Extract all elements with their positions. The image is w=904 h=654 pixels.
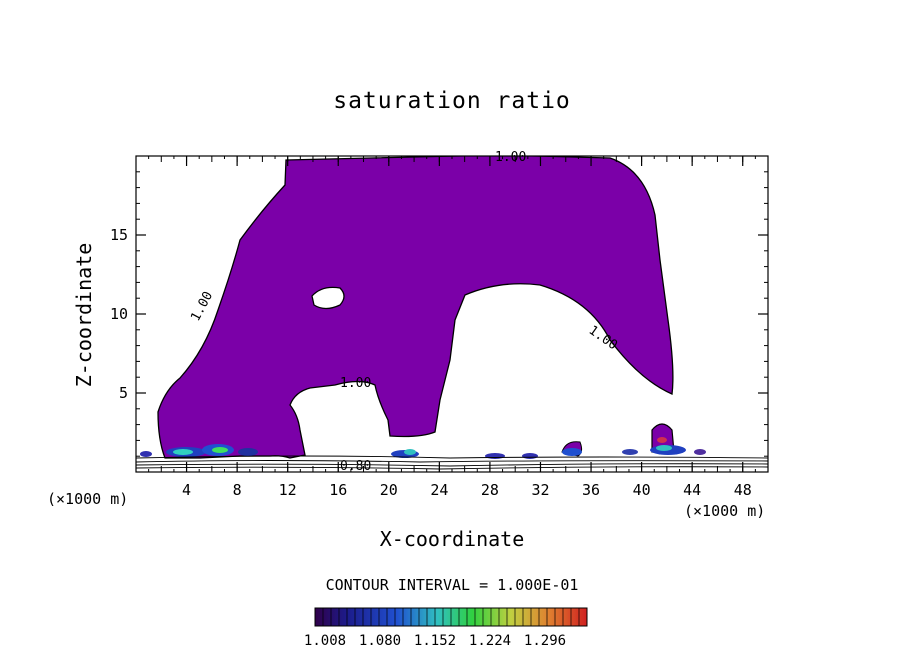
x-tick-label: 44 <box>683 481 701 499</box>
contour-label: 1.00 <box>495 150 526 165</box>
chart-title: saturation ratio <box>333 88 571 114</box>
contour-label: 0.80 <box>340 459 371 474</box>
colorbar-label: 1.152 <box>414 633 456 649</box>
surface-contours <box>136 455 768 470</box>
y-tick-label: 10 <box>110 305 128 323</box>
contour-region <box>136 156 768 470</box>
x-tick-label: 8 <box>233 481 242 499</box>
colorbar-label: 1.224 <box>469 633 511 649</box>
colorbar-label: 1.008 <box>304 633 346 649</box>
y-axis-label: Z-coordinate <box>72 242 96 388</box>
colorbar-ticks: 1.008 1.080 1.152 1.224 1.296 <box>304 608 588 649</box>
x-tick-label: 36 <box>582 481 600 499</box>
x-tick-label: 12 <box>279 481 297 499</box>
x-tick-label: 40 <box>633 481 651 499</box>
hole <box>311 286 345 310</box>
saturation-fill <box>157 156 674 459</box>
x-tick-label: 4 <box>182 481 191 499</box>
z-unit-label: (×1000 m) <box>47 490 129 508</box>
contour-interval: CONTOUR INTERVAL = 1.000E-01 <box>325 576 579 594</box>
x-axis-label: X-coordinate <box>379 527 525 551</box>
x-tick-label: 24 <box>430 481 448 499</box>
contour-label: 1.00 <box>340 376 371 391</box>
y-tick-label: 15 <box>110 226 128 244</box>
x-unit-label: (×1000 m) <box>684 502 766 520</box>
x-tick-label: 28 <box>481 481 499 499</box>
colorbar-label: 1.296 <box>524 633 566 649</box>
contour-label: 1.00 <box>188 289 216 324</box>
x-tick-label: 32 <box>531 481 549 499</box>
surface-blobs <box>140 437 706 459</box>
x-tick-label: 20 <box>380 481 398 499</box>
y-tick-label: 5 <box>119 384 128 402</box>
colorbar-label: 1.080 <box>359 633 401 649</box>
x-tick-label: 16 <box>329 481 347 499</box>
x-tick-label: 48 <box>734 481 752 499</box>
